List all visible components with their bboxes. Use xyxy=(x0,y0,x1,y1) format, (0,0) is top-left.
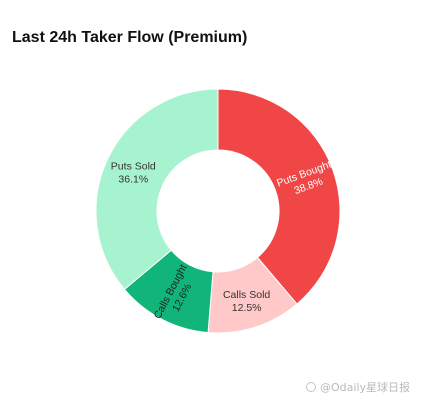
chart-title: Last 24h Taker Flow (Premium) xyxy=(12,29,248,46)
slice-name-label: Puts Sold xyxy=(111,160,156,172)
watermark-logo-icon xyxy=(306,382,316,392)
watermark: @Odaily星球日报 xyxy=(306,379,410,395)
watermark-text: @Odaily星球日报 xyxy=(320,381,411,394)
slice-name-label: Calls Sold xyxy=(223,289,270,301)
slices-layer xyxy=(95,88,341,334)
slice-puts-sold xyxy=(95,88,219,291)
slice-puts-bought xyxy=(217,88,341,305)
slice-percent-label: 36.1% xyxy=(118,173,148,185)
slice-percent-label: 12.5% xyxy=(232,302,262,314)
